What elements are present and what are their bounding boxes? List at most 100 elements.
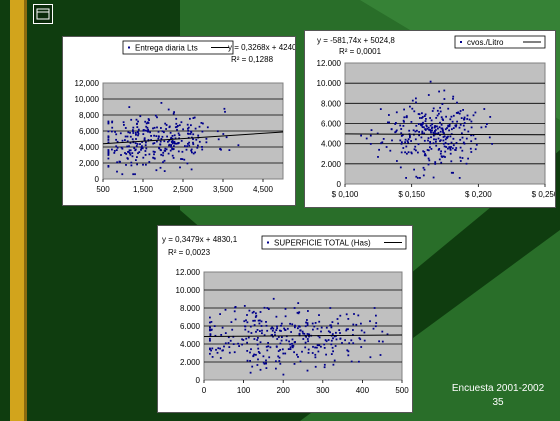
data-point — [249, 325, 252, 328]
data-point — [334, 345, 337, 347]
data-point — [123, 124, 125, 126]
data-point — [427, 163, 430, 166]
data-point — [447, 143, 450, 145]
data-point — [234, 306, 237, 308]
data-point — [137, 152, 139, 155]
data-point — [107, 150, 110, 152]
data-point — [165, 148, 168, 151]
data-point — [405, 145, 408, 148]
data-point — [318, 314, 320, 316]
data-point — [438, 126, 441, 129]
data-point — [468, 118, 471, 121]
data-point — [307, 310, 309, 312]
data-point — [256, 343, 259, 346]
data-point — [281, 336, 283, 338]
data-point — [209, 321, 211, 324]
data-point — [149, 131, 151, 134]
data-point — [144, 150, 147, 152]
data-point — [287, 348, 290, 350]
data-point — [265, 324, 268, 327]
data-point — [378, 340, 380, 343]
data-point — [267, 308, 270, 310]
data-point — [128, 106, 131, 108]
data-point — [150, 135, 152, 137]
data-point — [133, 147, 136, 149]
data-point — [127, 131, 130, 134]
data-point — [405, 115, 408, 117]
data-point — [251, 365, 254, 368]
data-point — [190, 149, 192, 152]
data-point — [444, 150, 447, 153]
y-tick-label: 12,000 — [75, 79, 100, 88]
data-point — [188, 141, 190, 144]
data-point — [272, 327, 275, 330]
data-point — [276, 338, 279, 340]
data-point — [420, 117, 423, 119]
data-point — [308, 335, 310, 338]
data-point — [219, 357, 222, 359]
accent-stripe — [10, 0, 24, 421]
data-point — [423, 151, 426, 153]
data-point — [377, 156, 379, 158]
data-point — [131, 155, 134, 158]
data-point — [442, 155, 445, 158]
data-point — [129, 149, 132, 152]
data-point — [451, 128, 453, 131]
data-point — [135, 159, 137, 161]
data-point — [163, 149, 166, 152]
data-point — [418, 131, 420, 133]
data-point — [446, 127, 448, 129]
data-point — [466, 118, 469, 120]
data-point — [429, 141, 431, 143]
data-point — [284, 315, 287, 318]
chart-entrega-diaria: 0 2,000 4,000 6,000 8,000 10,000 12,000 500 1,50… — [75, 40, 295, 194]
data-point — [440, 116, 443, 119]
data-point — [220, 334, 223, 336]
data-point — [423, 132, 425, 135]
data-point — [244, 325, 246, 328]
data-point — [296, 311, 299, 314]
data-point — [143, 139, 146, 142]
data-point — [257, 337, 259, 339]
data-point — [465, 137, 468, 140]
data-point — [171, 142, 174, 145]
data-point — [275, 315, 278, 318]
data-point — [128, 152, 131, 154]
data-point — [224, 332, 227, 334]
data-point — [423, 139, 426, 142]
data-point — [378, 148, 380, 151]
data-point — [433, 126, 436, 129]
data-point — [274, 334, 276, 336]
legend-marker — [267, 241, 269, 244]
data-point — [437, 137, 440, 140]
data-point — [344, 339, 346, 342]
data-point — [406, 140, 409, 142]
data-point — [339, 338, 342, 340]
data-point — [475, 143, 478, 146]
data-point — [262, 355, 265, 358]
data-point — [147, 118, 150, 120]
data-point — [360, 134, 362, 137]
data-point — [359, 338, 362, 341]
data-point — [486, 123, 488, 125]
data-point — [297, 312, 300, 315]
data-point — [146, 130, 149, 132]
data-point — [445, 146, 448, 148]
data-point — [306, 324, 309, 326]
data-point — [305, 321, 307, 324]
data-point — [395, 111, 398, 114]
data-point — [209, 352, 211, 355]
page-number: 35 — [492, 397, 504, 408]
data-point — [225, 136, 228, 139]
data-point — [447, 107, 450, 110]
data-point — [352, 329, 354, 331]
data-point — [410, 121, 413, 123]
data-point — [201, 130, 204, 133]
data-point — [312, 345, 314, 348]
data-point — [116, 161, 118, 164]
data-point — [260, 320, 263, 323]
data-point — [421, 112, 423, 115]
data-point — [329, 331, 331, 334]
legend-label: Entrega diaria Lts — [135, 44, 198, 53]
data-point — [347, 354, 350, 357]
